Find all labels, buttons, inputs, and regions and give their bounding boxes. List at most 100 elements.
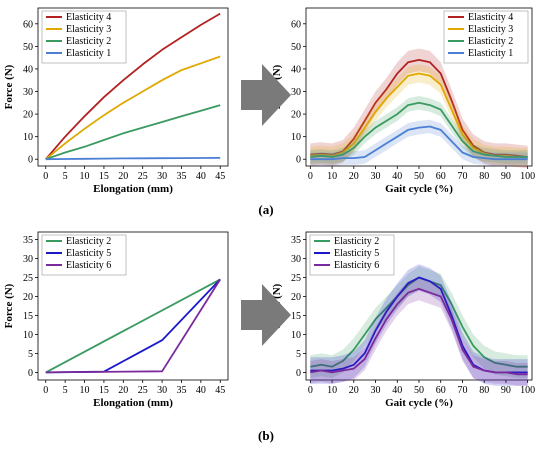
- x-axis-label: Gait cycle (%): [385, 183, 453, 195]
- legend-entry-elasticity-6: Elasticity 6: [66, 260, 111, 271]
- x-tick-label: 35: [176, 171, 186, 182]
- x-tick-label: 60: [436, 171, 446, 182]
- y-tick-label: 10: [23, 132, 33, 143]
- x-tick-label: 40: [392, 171, 402, 182]
- legend-entry-elasticity-2: Elasticity 2: [66, 36, 111, 47]
- legend-entry-elasticity-5: Elasticity 5: [334, 248, 379, 259]
- x-tick-label: 50: [414, 385, 424, 396]
- y-tick-label: 5: [296, 349, 301, 360]
- series-band-elasticity-3: [310, 64, 528, 166]
- series-line-elasticity-2: [45, 278, 221, 374]
- y-tick-label: 10: [291, 330, 301, 341]
- x-tick-label: 100: [520, 171, 535, 182]
- y-axis-label: Force (N): [3, 283, 15, 328]
- y-tick-label: 0: [296, 155, 301, 166]
- series-line-elasticity-2: [310, 101, 528, 158]
- x-tick-label: 20: [349, 385, 359, 396]
- x-tick-label: 10: [327, 385, 337, 396]
- y-tick-label: 35: [23, 235, 33, 246]
- panel-label-b: (b): [258, 428, 274, 443]
- y-tick-label: 30: [291, 254, 301, 265]
- x-tick-label: 100: [520, 385, 535, 396]
- legend-entry-elasticity-3: Elasticity 3: [468, 24, 513, 35]
- x-axis-label: Elongation (mm): [93, 183, 173, 195]
- legend-entry-elasticity-2: Elasticity 2: [66, 236, 111, 247]
- y-tick-label: 0: [28, 368, 33, 379]
- x-tick-label: 25: [138, 171, 148, 182]
- x-tick-label: 20: [349, 171, 359, 182]
- x-tick-label: 30: [157, 385, 167, 396]
- series-line-elasticity-4: [45, 12, 221, 160]
- panel-label-a: (a): [258, 202, 273, 217]
- y-tick-label: 40: [23, 64, 33, 75]
- y-tick-label: 0: [296, 368, 301, 379]
- y-tick-label: 60: [291, 19, 301, 30]
- arrow-icon-a: [241, 64, 291, 126]
- legend-entry-elasticity-1: Elasticity 1: [468, 48, 513, 59]
- y-tick-label: 35: [291, 235, 301, 246]
- x-tick-label: 60: [436, 385, 446, 396]
- series-band-elasticity-2: [310, 266, 528, 379]
- x-axis-label: Gait cycle (%): [385, 397, 453, 409]
- x-tick-label: 90: [501, 385, 511, 396]
- x-tick-label: 70: [457, 385, 467, 396]
- y-tick-label: 30: [23, 87, 33, 98]
- series-line-elasticity-3: [45, 55, 221, 160]
- legend-entry-elasticity-1: Elasticity 1: [66, 48, 111, 59]
- series-line-elasticity-1: [310, 125, 528, 161]
- x-tick-label: 0: [308, 385, 313, 396]
- y-tick-label: 20: [291, 292, 301, 303]
- chart-a-gait-cycle: 0 10 20 30 40 50 60 70 80 90 1000102030405060Gait …: [271, 7, 535, 195]
- x-tick-label: 90: [501, 171, 511, 182]
- series-line-elasticity-4: [310, 59, 528, 158]
- y-axis-label: Force (N): [3, 64, 15, 109]
- y-tick-label: 15: [291, 311, 301, 322]
- x-axis-label: Elongation (mm): [93, 397, 173, 409]
- y-tick-label: 0: [28, 155, 33, 166]
- legend-entry-elasticity-4: Elasticity 4: [66, 12, 111, 23]
- y-tick-label: 25: [23, 273, 33, 284]
- y-tick-label: 20: [291, 110, 301, 121]
- series-line-elasticity-6: [45, 278, 221, 374]
- series-line-elasticity-1: [45, 157, 221, 161]
- x-tick-label: 40: [196, 171, 206, 182]
- x-tick-label: 5: [63, 171, 68, 182]
- x-tick-label: 10: [327, 171, 337, 182]
- y-tick-label: 25: [291, 273, 301, 284]
- x-tick-label: 40: [196, 385, 206, 396]
- legend-entry-elasticity-4: Elasticity 4: [468, 12, 513, 23]
- y-tick-label: 10: [291, 132, 301, 143]
- y-tick-label: 20: [23, 110, 33, 121]
- y-tick-label: 30: [291, 87, 301, 98]
- x-tick-label: 80: [479, 385, 489, 396]
- y-tick-label: 20: [23, 292, 33, 303]
- series-line-elasticity-2: [45, 104, 221, 161]
- arrow-icon-b: [241, 284, 291, 346]
- x-tick-label: 0: [43, 385, 48, 396]
- chart-b-elongation: 0 5 10 15 20 25 30 35 40 4505101520253035Elongati…: [3, 231, 229, 409]
- x-tick-label: 30: [371, 385, 381, 396]
- y-tick-label: 50: [291, 42, 301, 53]
- chart-b-gait-cycle: 0 10 20 30 40 50 60 70 80 90 100 0 5 10 15 20 25 30 35 Gait…: [271, 231, 535, 409]
- x-tick-label: 35: [176, 385, 186, 396]
- series-band-elasticity-1: [310, 119, 528, 166]
- chart-a-elongation: 0 5 10 15 20 25 30 35 40 45 0 10 20 30 40 50 60 Elongatio…: [3, 7, 229, 195]
- legend-entry-elasticity-5: Elasticity 5: [66, 248, 111, 259]
- x-tick-label: 10: [80, 171, 90, 182]
- x-tick-label: 30: [371, 171, 381, 182]
- series-band-elasticity-2: [310, 96, 528, 164]
- y-tick-label: 30: [23, 254, 33, 265]
- legend-entry-elasticity-3: Elasticity 3: [66, 24, 111, 35]
- y-tick-label: 10: [23, 330, 33, 341]
- x-tick-label: 5: [63, 385, 68, 396]
- series-line-elasticity-6: [310, 287, 528, 376]
- y-tick-label: 5: [28, 349, 33, 360]
- legend-entry-elasticity-6: Elasticity 6: [334, 260, 379, 271]
- legend-entry-elasticity-2: Elasticity 2: [334, 236, 379, 247]
- x-tick-label: 20: [118, 385, 128, 396]
- x-tick-label: 30: [157, 171, 167, 182]
- x-tick-label: 10: [80, 385, 90, 396]
